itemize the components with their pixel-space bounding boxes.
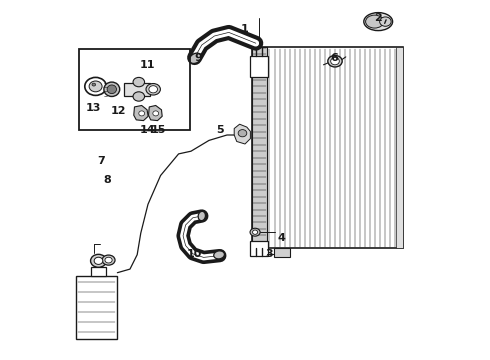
Ellipse shape [214, 251, 224, 259]
Bar [252, 47, 267, 248]
Ellipse shape [328, 55, 342, 67]
Ellipse shape [92, 83, 96, 86]
Ellipse shape [366, 15, 384, 28]
Ellipse shape [89, 81, 102, 92]
Bar [124, 83, 149, 96]
Ellipse shape [149, 86, 157, 93]
Ellipse shape [146, 84, 160, 95]
Polygon shape [134, 105, 148, 121]
Text: 11: 11 [139, 60, 155, 70]
Text: 14: 14 [139, 125, 155, 135]
Ellipse shape [104, 82, 120, 96]
Text: 13: 13 [85, 103, 101, 113]
Ellipse shape [139, 111, 145, 116]
Ellipse shape [105, 257, 112, 263]
Bar [250, 241, 269, 256]
Ellipse shape [153, 111, 159, 116]
Bar [396, 47, 403, 248]
Bar [76, 276, 118, 339]
Text: 7: 7 [97, 156, 105, 166]
Bar [252, 47, 403, 248]
Text: 6: 6 [330, 53, 338, 63]
Ellipse shape [91, 254, 106, 267]
Ellipse shape [85, 77, 106, 95]
Text: 15: 15 [150, 125, 166, 135]
Text: 5: 5 [216, 125, 223, 135]
Text: 10: 10 [186, 249, 201, 259]
Ellipse shape [250, 228, 260, 236]
Polygon shape [148, 105, 162, 121]
Ellipse shape [133, 92, 145, 101]
Ellipse shape [380, 17, 391, 26]
Bar [79, 49, 190, 130]
Text: 1: 1 [241, 24, 249, 34]
Bar [252, 47, 267, 248]
Text: 9: 9 [194, 53, 202, 63]
Text: 12: 12 [111, 106, 126, 116]
Text: 2: 2 [374, 13, 382, 23]
Bar [250, 56, 269, 77]
Ellipse shape [238, 130, 247, 137]
Ellipse shape [107, 85, 117, 94]
Ellipse shape [364, 13, 392, 31]
Ellipse shape [252, 230, 258, 234]
Text: 8: 8 [103, 175, 111, 185]
Ellipse shape [198, 211, 205, 221]
Text: 4: 4 [278, 233, 286, 243]
Bar [91, 267, 106, 276]
Ellipse shape [133, 77, 145, 87]
Ellipse shape [331, 58, 339, 65]
Ellipse shape [94, 257, 103, 264]
Text: 3: 3 [266, 249, 273, 259]
Polygon shape [234, 124, 250, 144]
Ellipse shape [102, 255, 115, 265]
Bar [274, 248, 290, 257]
Ellipse shape [189, 53, 201, 63]
